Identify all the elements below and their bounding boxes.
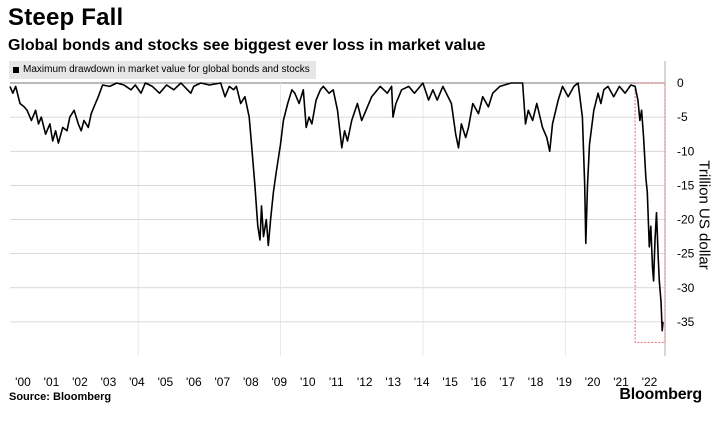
legend-swatch bbox=[13, 67, 19, 73]
x-tick-label: '18 bbox=[528, 375, 544, 389]
legend: Maximum drawdown in market value for glo… bbox=[9, 61, 316, 79]
x-tick-label: '06 bbox=[186, 375, 202, 389]
x-tick-label: '17 bbox=[499, 375, 515, 389]
y-tick-label: -5 bbox=[677, 110, 688, 124]
x-tick-label: '15 bbox=[442, 375, 458, 389]
y-tick-label: -20 bbox=[677, 213, 695, 227]
legend-label: Maximum drawdown in market value for glo… bbox=[23, 64, 310, 75]
x-tick-label: '22 bbox=[642, 375, 658, 389]
x-tick-label: '13 bbox=[385, 375, 401, 389]
x-tick-label: '12 bbox=[357, 375, 373, 389]
source-note: Source: Bloomberg bbox=[9, 391, 112, 403]
y-axis-label: Trillion US dollar bbox=[695, 160, 713, 270]
chart-subtitle: Global bonds and stocks see biggest ever… bbox=[8, 37, 486, 54]
y-tick-label: -25 bbox=[677, 247, 695, 261]
y-tick-label: -35 bbox=[677, 315, 695, 329]
chart-title: Steep Fall bbox=[8, 4, 124, 31]
x-tick-label: '07 bbox=[215, 375, 231, 389]
x-tick-label: '03 bbox=[101, 375, 117, 389]
x-tick-label: '14 bbox=[414, 375, 430, 389]
x-tick-label: '09 bbox=[271, 375, 287, 389]
x-tick-label: '00 bbox=[15, 375, 31, 389]
x-tick-label: '04 bbox=[129, 375, 145, 389]
x-tick-label: '02 bbox=[72, 375, 88, 389]
y-tick-label: -10 bbox=[677, 144, 695, 158]
y-tick-label: -15 bbox=[677, 178, 695, 192]
brand-logo: Bloomberg bbox=[619, 386, 702, 403]
x-tick-label: '01 bbox=[44, 375, 60, 389]
x-tick-label: '05 bbox=[158, 375, 174, 389]
x-tick-label: '21 bbox=[613, 375, 629, 389]
x-tick-label: '08 bbox=[243, 375, 259, 389]
x-tick-label: '10 bbox=[300, 375, 316, 389]
x-tick-label: '16 bbox=[471, 375, 487, 389]
x-tick-label: '11 bbox=[329, 375, 344, 389]
x-tick-label: '20 bbox=[585, 375, 601, 389]
y-tick-label: 0 bbox=[677, 76, 684, 90]
highlight-box bbox=[634, 82, 666, 343]
y-tick-label: -30 bbox=[677, 281, 695, 295]
series-line-drawdown bbox=[9, 82, 664, 332]
x-tick-label: '19 bbox=[556, 375, 572, 389]
